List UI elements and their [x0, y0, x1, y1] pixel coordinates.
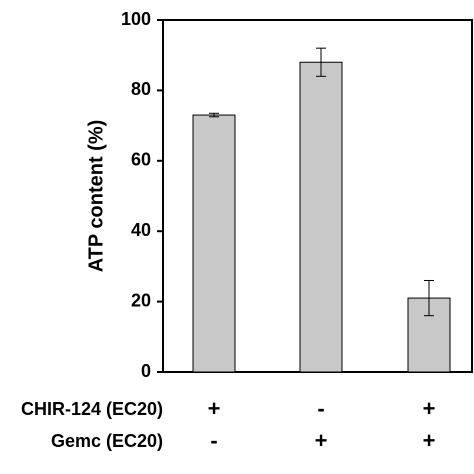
y-tick-label: 100: [121, 9, 151, 29]
condition-sign: -: [317, 396, 324, 421]
condition-sign: +: [423, 428, 436, 453]
bar: [192, 114, 236, 373]
y-axis-label: ATP content (%): [85, 120, 107, 273]
y-tick-label: 60: [131, 150, 151, 170]
condition-label: Gemc (EC20): [51, 431, 163, 451]
condition-sign: +: [208, 396, 221, 421]
condition-sign: +: [315, 428, 328, 453]
y-tick-label: 0: [141, 361, 151, 381]
y-tick-label: 80: [131, 79, 151, 99]
y-tick-label: 20: [131, 290, 151, 310]
condition-label: CHIR-124 (EC20): [21, 399, 163, 419]
condition-sign: +: [423, 396, 436, 421]
condition-sign: -: [210, 428, 217, 453]
bar: [299, 61, 343, 373]
y-tick-label: 40: [131, 220, 151, 240]
